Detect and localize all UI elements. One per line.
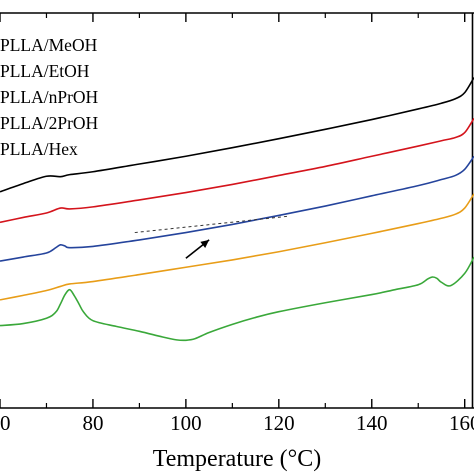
curves (0, 77, 474, 342)
annotations (134, 215, 289, 259)
series-line-5 (0, 256, 474, 342)
legend-entry: PLLA/Hex (0, 139, 78, 159)
legend-entry: PLLA/EtOH (0, 61, 90, 81)
legend: PLLA/MeOH PLLA/EtOH PLLA/nPrOH PLLA/2PrOH PL… (0, 35, 99, 159)
series-line-2 (0, 117, 474, 224)
x-tick-label: 80 (82, 411, 103, 435)
x-axis-ticks: 60 80 100 120 140 160 (0, 13, 474, 435)
x-tick-label: 160 (449, 411, 474, 435)
series-line-3 (0, 155, 474, 262)
legend-entry: PLLA/nPrOH (0, 87, 99, 107)
baseline-dashed-line (134, 215, 289, 234)
x-tick-label: 140 (356, 411, 388, 435)
x-axis-title: Temperature (°C) (153, 446, 322, 472)
series-line-1 (0, 77, 474, 193)
x-tick-label: 100 (170, 411, 202, 435)
annotation-arrow-head (200, 239, 210, 248)
x-tick-label: 120 (263, 411, 295, 435)
legend-entry: PLLA/MeOH (0, 35, 98, 55)
series-line-4 (0, 193, 474, 301)
x-tick-label: 60 (0, 411, 11, 435)
legend-entry: PLLA/2PrOH (0, 113, 99, 133)
